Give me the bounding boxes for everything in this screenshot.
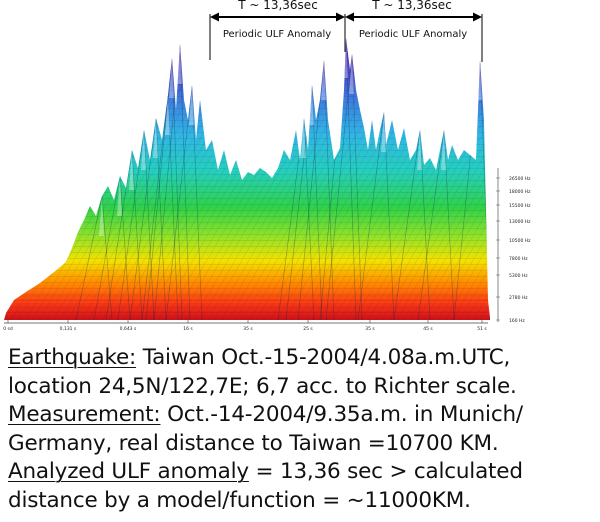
ridge-line — [93, 175, 131, 320]
caption-line-earthquake: Earthquake: Taiwan Oct.-15-2004/4.08a.m.… — [8, 344, 598, 373]
peak-highlight — [321, 60, 326, 100]
surface-ridges — [10, 38, 490, 320]
x-tick-label: 25 s — [303, 326, 313, 332]
caption-line-distance: Germany, real distance to Taiwan =10700 … — [8, 430, 499, 456]
caption-line-location: location 24,5N/122,7E; 6,7 acc. to Richt… — [8, 373, 517, 399]
arrowhead-right-start — [345, 12, 354, 22]
ridge-line — [417, 129, 455, 320]
peak-highlight — [141, 130, 146, 170]
y-tick-label: 5300 Hz — [509, 273, 528, 279]
peak-highlight — [165, 95, 170, 135]
ridge-line — [297, 59, 335, 320]
ridge-line — [145, 57, 183, 320]
ridge-line — [277, 117, 315, 320]
ridge-line — [325, 53, 363, 320]
peak-highlight — [169, 58, 174, 98]
peak-highlight — [301, 118, 306, 158]
y-tick-label: 13000 Hz — [509, 219, 531, 225]
ridge-line — [357, 111, 395, 320]
anomaly-label-right: Periodic ULF Anomaly — [359, 29, 467, 40]
anomaly-text: = 13,36 sec > calculated — [248, 459, 523, 485]
peak-highlight — [99, 196, 104, 236]
measurement-label: Measurement: — [8, 402, 161, 428]
caption-line-model: distance by a model/function = ~11000KM. — [8, 487, 471, 513]
peak-highlight — [309, 85, 314, 125]
y-tick-label: 26500 Hz — [509, 176, 531, 182]
surface-mesh — [4, 38, 490, 320]
peak-highlight — [129, 150, 134, 190]
caption-line-anomaly: Analyzed ULF anomaly = 13,36 sec > calcu… — [8, 458, 598, 487]
peak-highlight — [349, 54, 354, 94]
ridge-line — [117, 129, 155, 320]
y-tick-label: 160 Hz — [509, 318, 525, 324]
peak-highlight — [177, 44, 182, 84]
y-axis-ticks: 26500 Hz 18000 Hz 15500 Hz 13000 Hz 1050… — [496, 176, 531, 324]
peak-highlight — [417, 130, 422, 170]
ridge-line — [285, 84, 323, 320]
peak-highlight — [381, 112, 386, 152]
period-annotations: T ~ 13,36sec T ~ 13,36sec Periodic ULF A… — [209, 0, 483, 62]
spectrum-surface — [4, 38, 490, 320]
y-tick-label: 10500 Hz — [509, 238, 531, 244]
x-tick-label: 0 sd — [3, 326, 13, 332]
ridge-line — [141, 94, 179, 320]
ulf-spectrogram-diagram: 0 sd 0,131 s 0,643 s 16 s 35 s 25 s 35 s… — [3, 0, 531, 332]
ridge-line — [393, 129, 431, 320]
x-tick-label: 35 s — [243, 326, 253, 332]
x-tick-label: 16 s — [183, 326, 193, 332]
y-tick-label: 15500 Hz — [509, 203, 531, 209]
peak-highlight — [441, 130, 446, 170]
peak-highlight — [117, 176, 122, 216]
x-tick-label: 0,643 s — [120, 326, 137, 332]
y-tick-label: 7800 Hz — [509, 256, 528, 262]
x-tick-label: 0,131 s — [60, 326, 77, 332]
x-tick-label: 51 s — [477, 326, 487, 332]
peak-highlight — [153, 118, 158, 158]
arrowhead-left-end — [336, 12, 345, 22]
x-tick-label: 35 s — [365, 326, 375, 332]
ridge-line — [129, 117, 167, 320]
ridge-line — [165, 84, 203, 320]
anomaly-label-left: Periodic ULF Anomaly — [223, 29, 331, 40]
ridge-line — [153, 43, 191, 320]
arrowhead-left-start — [210, 12, 219, 22]
y-tick-label: 2780 Hz — [509, 295, 528, 301]
earthquake-text: Taiwan Oct.-15-2004/4.08a.m.UTC, — [136, 345, 511, 370]
peak-highlight — [189, 85, 194, 125]
y-tick-label: 18000 Hz — [509, 189, 531, 195]
x-axis-ticks: 0 sd 0,131 s 0,643 s 16 s 35 s 25 s 35 s… — [3, 319, 487, 332]
anomaly-label: Analyzed ULF anomaly — [8, 459, 249, 485]
caption-line-measurement: Measurement: Oct.-14-2004/9.35a.m. in Mu… — [8, 401, 598, 430]
arrowhead-right-end — [473, 12, 482, 22]
caption: Earthquake: Taiwan Oct.-15-2004/4.08a.m.… — [8, 344, 598, 516]
period-label-right: T ~ 13,36sec — [371, 0, 452, 12]
ridge-line — [319, 38, 357, 320]
x-tick-label: 45 s — [423, 326, 433, 332]
period-label-left: T ~ 13,36sec — [237, 0, 318, 12]
earthquake-label: Earthquake: — [8, 345, 137, 370]
measurement-text: Oct.-14-2004/9.35a.m. in Munich/ — [160, 402, 523, 428]
ridge-line — [75, 195, 113, 320]
ridge-line — [105, 149, 143, 320]
